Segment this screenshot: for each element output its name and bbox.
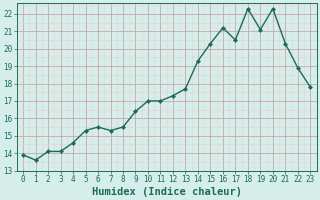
- X-axis label: Humidex (Indice chaleur): Humidex (Indice chaleur): [92, 186, 242, 197]
